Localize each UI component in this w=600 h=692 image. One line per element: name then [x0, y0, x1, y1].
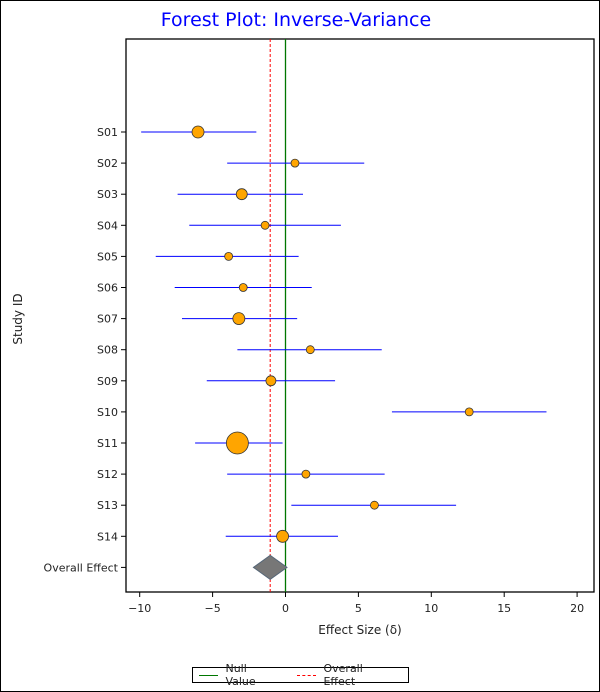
study-label: S01 — [97, 126, 118, 139]
legend-swatch-null — [199, 674, 219, 676]
study-marker — [238, 283, 248, 292]
study-label: S05 — [97, 250, 118, 263]
study-label: S12 — [97, 468, 118, 481]
study-label: S10 — [97, 406, 118, 419]
study-label: S11 — [97, 437, 118, 450]
study-marker — [301, 469, 311, 479]
study-label: S02 — [97, 157, 118, 170]
study-marker — [225, 431, 249, 455]
x-tick-label: 5 — [355, 602, 362, 615]
study-marker — [191, 125, 205, 139]
x-tick-label: 0 — [282, 602, 289, 615]
x-tick-label: −10 — [128, 602, 151, 615]
plot-frame — [125, 38, 595, 593]
study-label: S03 — [97, 188, 118, 201]
chart-title: Forest Plot: Inverse-Variance — [160, 9, 432, 31]
x-tick-label: −5 — [204, 602, 220, 615]
x-tick-label: 20 — [570, 602, 584, 615]
legend-item-overall: Overall Effect — [297, 662, 396, 688]
study-marker — [305, 345, 315, 355]
overall-diamond — [252, 554, 288, 581]
study-marker — [464, 407, 474, 417]
legend-label-null: Null Value — [225, 662, 256, 688]
study-label: S14 — [97, 530, 118, 543]
study-marker — [224, 251, 234, 261]
study-label: S04 — [97, 219, 118, 232]
x-tick-label: 15 — [497, 602, 511, 615]
study-marker — [232, 312, 246, 326]
study-marker — [265, 375, 277, 387]
legend-swatch-overall — [297, 674, 317, 676]
x-tick-label: 10 — [424, 602, 438, 615]
x-axis-label: Effect Size (δ) — [318, 623, 402, 637]
study-label: S13 — [97, 499, 118, 512]
legend-item-null: Null Value — [199, 662, 279, 688]
study-label: S09 — [97, 375, 118, 388]
study-marker — [276, 529, 289, 543]
legend-label-overall: Overall Effect — [323, 662, 363, 688]
study-label: S06 — [97, 282, 118, 295]
legend: Null Value Overall Effect — [192, 662, 409, 688]
study-label: S07 — [97, 313, 118, 326]
study-marker — [235, 188, 248, 201]
y-axis-label: Study ID — [11, 293, 25, 344]
study-marker — [370, 500, 379, 510]
overall-label: Overall Effect — [44, 561, 119, 574]
study-marker — [290, 158, 300, 168]
study-label: S08 — [97, 344, 118, 357]
study-marker — [260, 220, 270, 230]
